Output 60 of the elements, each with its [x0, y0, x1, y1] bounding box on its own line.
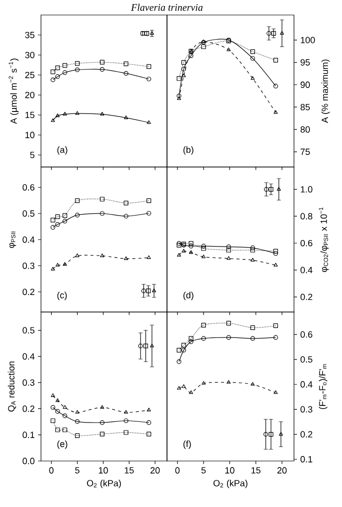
- annotation: (f): [183, 440, 191, 449]
- chart-title: Flaveria trinervia: [130, 4, 203, 11]
- y-tick-label: 0.2: [22, 288, 34, 296]
- x-tick-label: 10: [225, 467, 234, 474]
- x-tick-label: 20: [150, 467, 160, 474]
- y2-axis-title: A (% maximum): [321, 60, 330, 123]
- y2-tick-label: 0.4: [300, 266, 312, 274]
- y-tick-label: 0.0: [22, 458, 34, 464]
- y2-tick-label: 0.5: [300, 356, 312, 363]
- y-tick-label: 0.3: [22, 262, 34, 269]
- y-tick-label: 0.2: [22, 406, 34, 412]
- y-tick-label: 35: [25, 32, 34, 38]
- y-tick-label: 0.5: [22, 210, 34, 217]
- x-axis-title: O$_{2}$ (kPa): [87, 480, 121, 488]
- y2-tick-label: 0.4: [300, 381, 312, 388]
- annotation: (e): [57, 440, 68, 449]
- x-tick-label: 0: [175, 467, 180, 474]
- y-axis-title: Q$_{A}$ reduction: [8, 362, 16, 412]
- y-tick-label: 15: [25, 112, 34, 118]
- y-tick-label: 0.4: [22, 353, 35, 360]
- y2-tick-label: 0.1: [300, 456, 312, 462]
- y-tick-label: 30: [25, 52, 34, 58]
- y-tick-label: 0.4: [22, 236, 35, 243]
- x-axis-title: O$_{2}$ (kPa): [213, 480, 248, 488]
- x-tick-label: 5: [75, 467, 80, 474]
- y2-tick-label: 0.6: [300, 331, 312, 338]
- x-tick-label: 15: [124, 467, 134, 474]
- y-tick-label: 25: [25, 72, 34, 78]
- y2-tick-label: 85: [300, 104, 310, 110]
- annotation: (a): [57, 146, 68, 155]
- annotation: (c): [57, 292, 67, 300]
- y-axis-title: φ$_{PSII}$: [9, 232, 16, 248]
- x-tick-label: 5: [201, 467, 206, 474]
- y2-tick-label: 90: [300, 82, 310, 88]
- y-tick-label: 0.1: [22, 432, 34, 438]
- y2-tick-label: 80: [300, 126, 310, 133]
- x-tick-label: 15: [252, 467, 260, 474]
- annotation: (b): [183, 146, 194, 155]
- y2-axis-title: φ$_{CO2}$/φ$_{PSII}$ x 10$^{−1}$: [318, 207, 329, 272]
- y-tick-label: 20: [25, 92, 34, 98]
- y-tick-label: 0.5: [22, 327, 34, 334]
- y2-tick-label: 100: [300, 36, 315, 44]
- y2-tick-label: 0.3: [300, 406, 312, 413]
- y2-tick-label: 95: [300, 59, 310, 66]
- y2-tick-label: 0.2: [300, 431, 312, 438]
- y2-tick-label: 75: [300, 148, 310, 155]
- y2-tick-label: 0.2: [300, 294, 312, 300]
- y-tick-label: 10: [25, 132, 34, 138]
- annotation: (d): [183, 292, 194, 300]
- y2-tick-label: 0.6: [300, 240, 312, 246]
- x-tick-label: 20: [277, 467, 287, 474]
- x-tick-label: 10: [98, 467, 108, 474]
- y-tick-label: 0.6: [22, 184, 34, 191]
- y2-tick-label: 0.8: [300, 213, 312, 220]
- y-tick-label: 0.3: [22, 379, 34, 386]
- y-tick-label: 5: [30, 152, 34, 158]
- y2-tick-label: 1.0: [300, 186, 312, 193]
- y-axis-title: A (µmol m$^{−2}$ s$^{−1}$): [8, 58, 19, 124]
- x-tick-label: 0: [49, 467, 54, 474]
- y2-axis-title: (F'$_{m}$-F$_{o}$)/F'$_{m}$: [318, 364, 328, 410]
